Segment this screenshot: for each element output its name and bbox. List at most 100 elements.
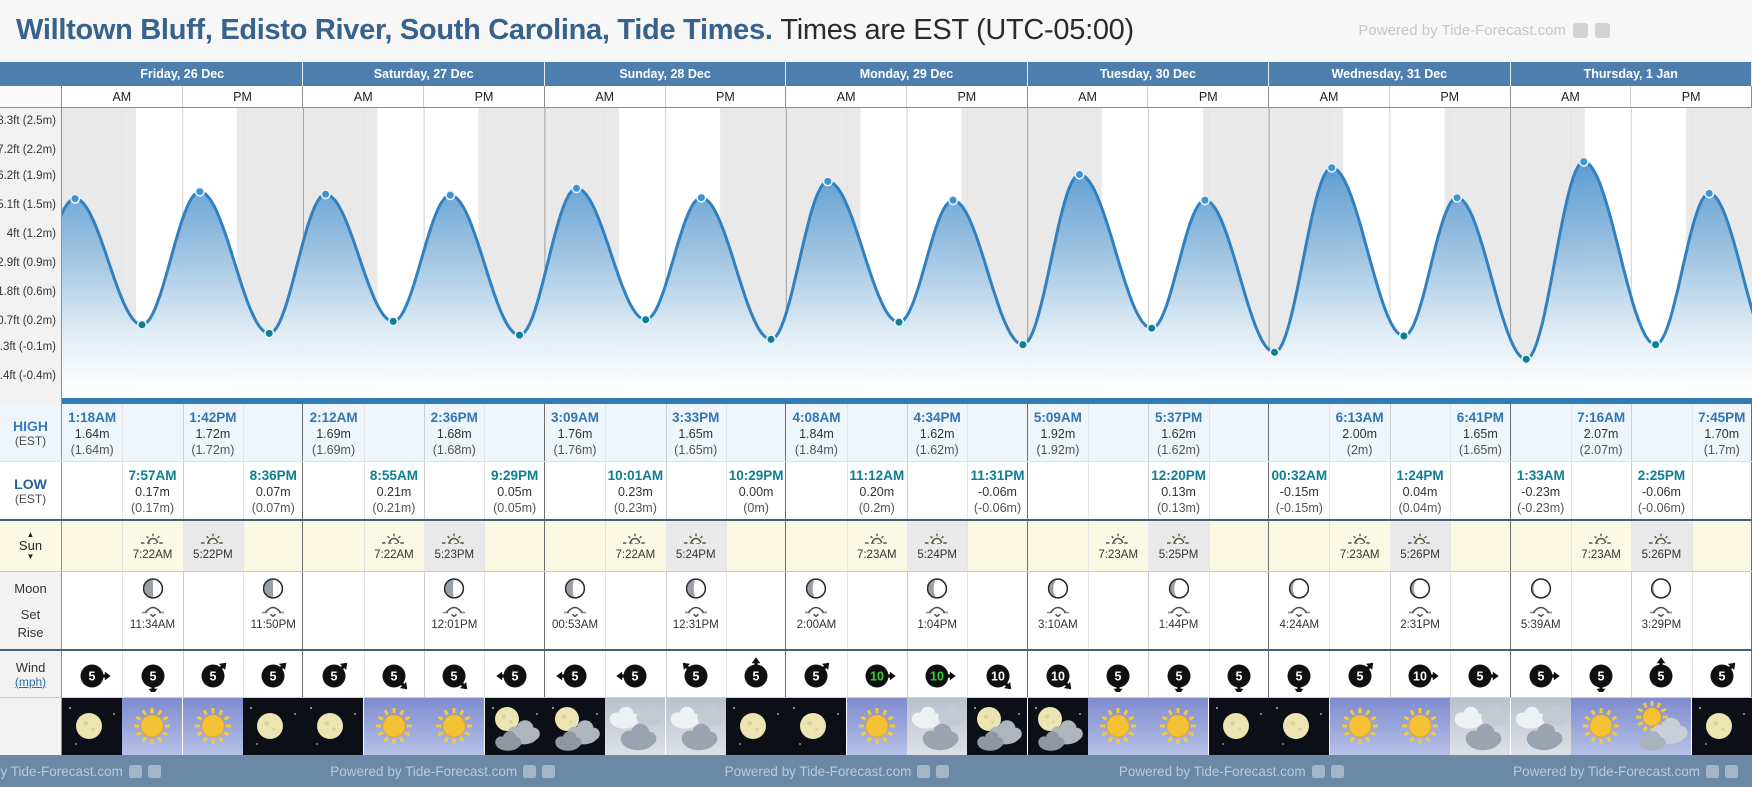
sunrise-sunset-icon (864, 533, 889, 544)
tide-time: 10:01AM (607, 468, 664, 483)
tide-height: 0.07m (255, 485, 291, 500)
weather-night-icon (1269, 698, 1330, 755)
y-axis-label: 0.7ft (0.2m) (0, 314, 56, 327)
tide-time: 10:29PM (728, 468, 784, 483)
wind-arrow-icon: 5 (80, 664, 111, 688)
day-column: 7:57AM 0.17m (0.17m) 8:36PM 0.07m (0.07m… (62, 462, 304, 519)
sunrise-time: 7:23AM (1098, 549, 1139, 561)
wind-arrow-icon: 5 (616, 664, 647, 688)
moon-set-rise-icon (1409, 606, 1432, 617)
tide-height-paren: (1.62m) (915, 443, 959, 458)
app-badge-icon (936, 764, 950, 778)
weather-overcast-icon (605, 698, 666, 755)
tide-height-paren: (1.68m) (432, 443, 476, 458)
watermark-top: Powered by Tide-Forecast.com (1358, 22, 1610, 39)
day-column: 3:10AM 1:44PM (1028, 572, 1270, 649)
moon-set-rise-time: 1:04PM (917, 619, 957, 631)
day-header-row: Friday, 26 Dec Saturday, 27 Dec Sunday, 28… (0, 62, 1752, 86)
tide-height: 1.72m (195, 427, 231, 442)
moon-set-rise-icon (141, 606, 164, 617)
moon-set-rise-icon (564, 606, 587, 617)
tide-height: 1.69m (316, 427, 351, 442)
moon-phase-icon (1409, 578, 1431, 599)
moon-event-cell: 4:24AM (1269, 572, 1329, 649)
pm-column-header: PM (183, 86, 304, 107)
high-tide-point (571, 183, 582, 194)
tide-time: 1:24PM (1396, 468, 1444, 483)
tide-height: 1.92m (1040, 427, 1076, 442)
moon-set-rise-icon (262, 606, 285, 617)
weather-cell (1389, 698, 1451, 755)
page-title: Willtown Bluff, Edisto River, South Caro… (0, 0, 1752, 47)
day-column: 5 5 5 5 (545, 651, 787, 697)
y-axis-label: -1.4ft (-0.4m) (0, 370, 56, 383)
day-column: 11:34AM 11:50PM (62, 572, 304, 649)
day-column: 2:12AM 1.69m (1.69m) 2:36PM 1.68m (1.68m… (303, 404, 545, 461)
high-tide-point (1704, 188, 1715, 199)
moon-phase-icon (1168, 578, 1189, 599)
tide-height-paren: (1.65m) (674, 443, 718, 458)
day-column: 12:20PM 0.13m (0.13m) (1028, 462, 1270, 519)
high-tide-entry: 1:42PM 1.72m (1.72m) (183, 404, 243, 461)
sunrise-cell: 7:22AM (122, 521, 182, 571)
high-tide-point (696, 192, 707, 203)
sunrise-sunset-icon (1408, 533, 1433, 544)
moon-event-cell: 12:31PM (666, 572, 726, 649)
tide-height: -0.23m (1521, 485, 1561, 500)
wind-cell: 5 (1692, 651, 1752, 697)
high-tide-point (1578, 156, 1589, 167)
high-tide-entry: 5:09AM 1.92m (1.92m) (1028, 404, 1088, 461)
y-axis-label: 7.2ft (2.2m) (0, 143, 56, 156)
wind-arrow-icon: 5 (1529, 664, 1560, 688)
weather-cell (303, 698, 364, 755)
moon-set-rise-time: 1:44PM (1158, 619, 1199, 631)
high-tide-point (1074, 169, 1085, 180)
wind-cell: 5 (545, 651, 605, 697)
sunrise-sunset-icon (1106, 533, 1131, 544)
tide-time: 5:37PM (1154, 410, 1203, 425)
moon-event-cell: 5:39AM (1511, 572, 1571, 649)
day-column: 1:33AM -0.23m (-0.23m) 2:25PM -0.06m (-0… (1511, 462, 1752, 519)
weather-cell (725, 698, 787, 755)
y-axis-label: 4ft (1.2m) (6, 227, 56, 240)
am-column-header: AM (303, 86, 425, 107)
wind-arrow-icon: 5 (1287, 664, 1311, 692)
weather-cell (1208, 698, 1270, 755)
weather-overcast-icon (907, 698, 967, 755)
wind-units-link[interactable]: (mph) (14, 674, 47, 689)
sunrise-time: 7:23AM (1339, 549, 1380, 561)
wind-cell: 10 (907, 651, 967, 697)
weather-cell (1269, 698, 1330, 755)
high-tide-entry: 2:36PM 1.68m (1.68m) (424, 404, 484, 461)
footer-watermark: Powered by Tide-Forecast.com (330, 764, 556, 779)
weather-cell (484, 698, 545, 755)
day-column: 5:09AM 1.92m (1.92m) 5:37PM 1.62m (1.62m… (1028, 404, 1270, 461)
tide-curve-chart (62, 108, 1752, 404)
wind-arrow-icon: 5 (1227, 664, 1251, 692)
day-column: 3:09AM 1.76m (1.76m) 3:33PM 1.65m (1.65m… (545, 404, 787, 461)
weather-cell (62, 698, 123, 755)
tide-height: 0.00m (738, 485, 774, 500)
low-tide-entry: 8:36PM 0.07m (0.07m) (243, 462, 303, 519)
sunrise-time: 7:22AM (374, 549, 414, 561)
tide-time: 1:33AM (1516, 468, 1565, 483)
svg-text:5: 5 (1175, 670, 1182, 684)
svg-text:5: 5 (270, 670, 277, 684)
low-tide-entry: 8:55AM 0.21m (0.21m) (364, 462, 424, 519)
wind-arrow-icon: 10 (925, 664, 956, 688)
day-column: 4:08AM 1.84m (1.84m) 4:34PM 1.62m (1.62m… (786, 404, 1028, 461)
weather-overcast-icon (1450, 698, 1511, 755)
svg-text:5: 5 (209, 670, 216, 684)
svg-text:5: 5 (1296, 670, 1303, 684)
tide-height: 1.62m (919, 427, 955, 442)
sunrise-time: 7:22AM (615, 549, 656, 561)
low-tide-entry: 10:01AM 0.23m (0.23m) (605, 462, 665, 519)
svg-text:5: 5 (572, 670, 579, 684)
wind-arrow-icon: 10 (1408, 664, 1439, 688)
sunset-time: 5:25PM (1158, 549, 1199, 561)
svg-text:5: 5 (451, 670, 458, 684)
weather-cell (605, 698, 666, 755)
high-tide-entry: 3:09AM 1.76m (1.76m) (545, 404, 605, 461)
app-badge-icon (542, 764, 556, 778)
